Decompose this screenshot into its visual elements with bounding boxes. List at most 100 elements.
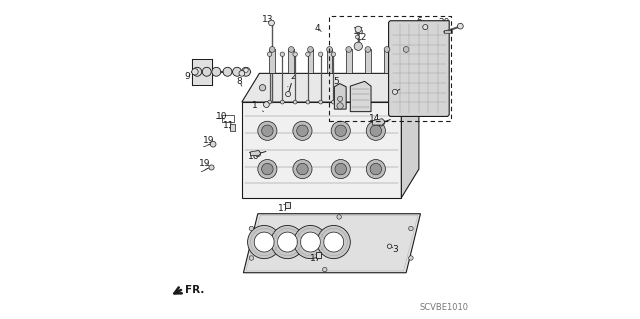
Bar [192, 59, 212, 85]
Circle shape [317, 226, 350, 259]
Circle shape [332, 100, 335, 104]
Text: 5: 5 [333, 77, 343, 86]
Circle shape [355, 35, 359, 39]
Circle shape [262, 163, 273, 175]
Bar [444, 30, 452, 33]
Text: 8: 8 [237, 77, 243, 86]
Bar [230, 124, 235, 131]
Circle shape [294, 226, 327, 259]
Circle shape [249, 226, 253, 231]
Circle shape [392, 89, 397, 94]
Text: FR.: FR. [186, 285, 205, 295]
Circle shape [346, 47, 351, 52]
Circle shape [271, 226, 304, 259]
Circle shape [387, 244, 392, 249]
Text: 17: 17 [278, 204, 289, 213]
Circle shape [254, 232, 274, 252]
Text: 1: 1 [252, 101, 264, 112]
Circle shape [258, 160, 277, 179]
Circle shape [278, 232, 298, 252]
Text: 19: 19 [199, 159, 211, 168]
Circle shape [244, 68, 248, 72]
Circle shape [337, 103, 343, 109]
Bar [285, 202, 290, 208]
Circle shape [259, 85, 266, 91]
Circle shape [297, 163, 308, 175]
Polygon shape [242, 73, 419, 102]
Circle shape [331, 52, 335, 56]
Circle shape [293, 121, 312, 140]
Bar [308, 49, 314, 73]
Bar [384, 49, 390, 73]
Circle shape [255, 151, 260, 157]
Text: 7: 7 [205, 63, 216, 73]
Text: 15: 15 [353, 27, 364, 36]
Circle shape [331, 121, 350, 140]
Circle shape [409, 226, 413, 231]
Text: 18: 18 [397, 81, 408, 90]
Polygon shape [242, 102, 401, 198]
Polygon shape [334, 84, 346, 109]
Polygon shape [250, 151, 260, 156]
Text: 2: 2 [288, 72, 296, 87]
Circle shape [300, 232, 321, 252]
Circle shape [422, 25, 428, 30]
Circle shape [370, 125, 381, 137]
Polygon shape [388, 21, 449, 116]
Circle shape [366, 121, 385, 140]
Circle shape [366, 160, 385, 179]
Circle shape [458, 23, 463, 29]
Bar [365, 49, 371, 73]
Circle shape [192, 69, 198, 75]
Text: 11: 11 [223, 121, 235, 130]
Circle shape [268, 100, 271, 104]
Text: 14: 14 [369, 115, 381, 123]
Circle shape [262, 125, 273, 137]
Text: 3: 3 [392, 245, 398, 254]
Circle shape [293, 160, 312, 179]
Text: 10: 10 [216, 112, 227, 121]
Circle shape [249, 256, 253, 260]
Circle shape [211, 141, 216, 147]
Bar [289, 49, 294, 73]
Circle shape [193, 67, 202, 76]
Text: 19: 19 [203, 136, 214, 145]
Circle shape [269, 20, 275, 26]
Circle shape [355, 26, 362, 33]
Circle shape [331, 160, 350, 179]
Circle shape [306, 52, 310, 56]
Text: 4: 4 [315, 24, 321, 33]
Circle shape [335, 163, 346, 175]
Circle shape [264, 102, 269, 108]
Text: 13: 13 [262, 15, 273, 24]
Circle shape [308, 47, 314, 52]
Text: SCVBE1010: SCVBE1010 [419, 303, 468, 312]
Text: 6: 6 [417, 17, 425, 27]
Circle shape [269, 47, 275, 52]
Circle shape [258, 121, 277, 140]
Bar [316, 252, 321, 258]
Text: 20: 20 [438, 19, 449, 27]
Circle shape [365, 47, 371, 52]
Polygon shape [243, 214, 420, 273]
Bar [326, 49, 332, 73]
Circle shape [403, 47, 409, 52]
Text: 17: 17 [310, 254, 321, 263]
Circle shape [370, 163, 381, 175]
Circle shape [280, 100, 284, 104]
Circle shape [285, 92, 291, 97]
Circle shape [293, 52, 298, 56]
Circle shape [239, 70, 244, 76]
Circle shape [241, 67, 250, 76]
Circle shape [280, 52, 285, 56]
Text: 12: 12 [356, 33, 367, 42]
Circle shape [337, 215, 341, 219]
Circle shape [324, 232, 344, 252]
Circle shape [268, 52, 272, 56]
Circle shape [409, 256, 413, 260]
Polygon shape [401, 73, 419, 198]
Circle shape [323, 267, 327, 272]
Bar [269, 49, 275, 73]
Text: 9: 9 [185, 72, 197, 81]
Circle shape [337, 96, 342, 101]
